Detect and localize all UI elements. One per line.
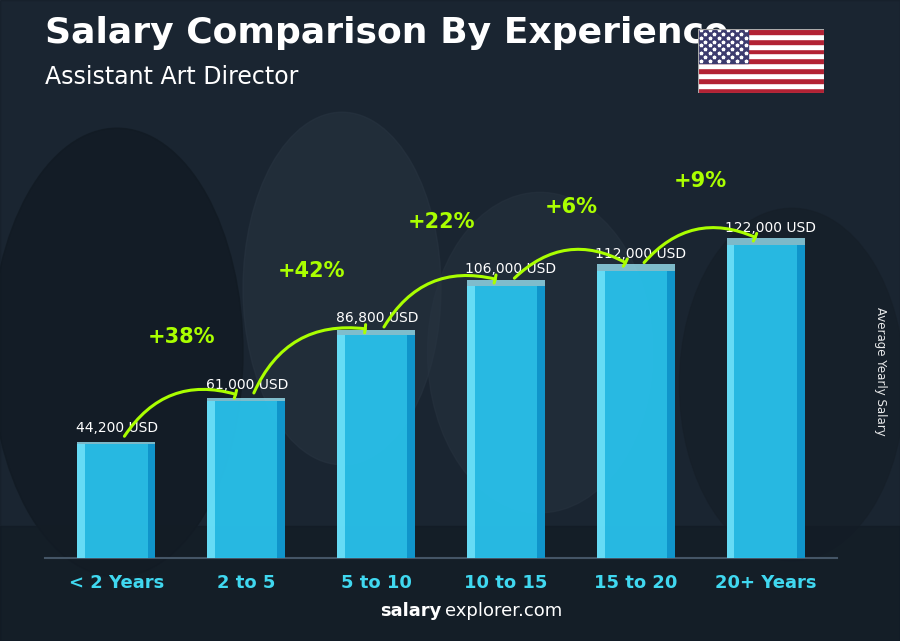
- Bar: [537, 286, 544, 558]
- Bar: [726, 238, 805, 245]
- Bar: [698, 29, 824, 34]
- Bar: [338, 330, 415, 335]
- Text: 106,000 USD: 106,000 USD: [465, 262, 556, 276]
- Text: +6%: +6%: [544, 197, 598, 217]
- Bar: [467, 286, 475, 558]
- Ellipse shape: [0, 128, 243, 577]
- Bar: [698, 69, 824, 73]
- Bar: [77, 444, 86, 558]
- Text: 86,800 USD: 86,800 USD: [336, 312, 418, 326]
- Bar: [667, 271, 675, 558]
- Bar: [698, 38, 824, 44]
- Bar: [407, 335, 415, 558]
- Bar: [698, 34, 824, 38]
- Bar: [698, 53, 824, 58]
- Bar: [338, 335, 415, 558]
- Bar: [597, 271, 675, 558]
- Bar: [698, 83, 824, 88]
- Text: +22%: +22%: [407, 212, 475, 232]
- Bar: [726, 245, 734, 558]
- Text: +9%: +9%: [674, 171, 727, 191]
- Text: 112,000 USD: 112,000 USD: [595, 247, 687, 261]
- Text: 61,000 USD: 61,000 USD: [206, 378, 288, 392]
- Bar: [698, 63, 824, 69]
- Text: Average Yearly Salary: Average Yearly Salary: [874, 308, 886, 436]
- Bar: [338, 335, 345, 558]
- Bar: [597, 264, 675, 271]
- Bar: [698, 44, 824, 49]
- Text: Salary Comparison By Experience: Salary Comparison By Experience: [45, 16, 728, 50]
- Bar: [698, 49, 824, 53]
- Text: +42%: +42%: [277, 262, 345, 281]
- Bar: [207, 401, 285, 558]
- Bar: [698, 88, 824, 93]
- Ellipse shape: [680, 208, 900, 561]
- Text: 122,000 USD: 122,000 USD: [725, 221, 816, 235]
- Bar: [277, 401, 285, 558]
- Bar: [698, 58, 824, 63]
- Bar: [698, 29, 748, 63]
- Text: salary: salary: [380, 603, 441, 620]
- Text: Assistant Art Director: Assistant Art Director: [45, 65, 299, 89]
- Bar: [0, 526, 900, 641]
- Bar: [796, 245, 805, 558]
- Bar: [597, 271, 605, 558]
- Text: 44,200 USD: 44,200 USD: [76, 420, 158, 435]
- Ellipse shape: [428, 192, 652, 513]
- Bar: [207, 398, 285, 401]
- Bar: [77, 444, 156, 558]
- Bar: [726, 245, 805, 558]
- Bar: [698, 73, 824, 78]
- Bar: [467, 286, 544, 558]
- Ellipse shape: [243, 112, 441, 465]
- Bar: [77, 442, 156, 444]
- Text: explorer.com: explorer.com: [446, 603, 562, 620]
- Bar: [148, 444, 156, 558]
- Bar: [467, 280, 544, 286]
- Bar: [207, 401, 215, 558]
- Text: +38%: +38%: [148, 328, 215, 347]
- Bar: [698, 78, 824, 83]
